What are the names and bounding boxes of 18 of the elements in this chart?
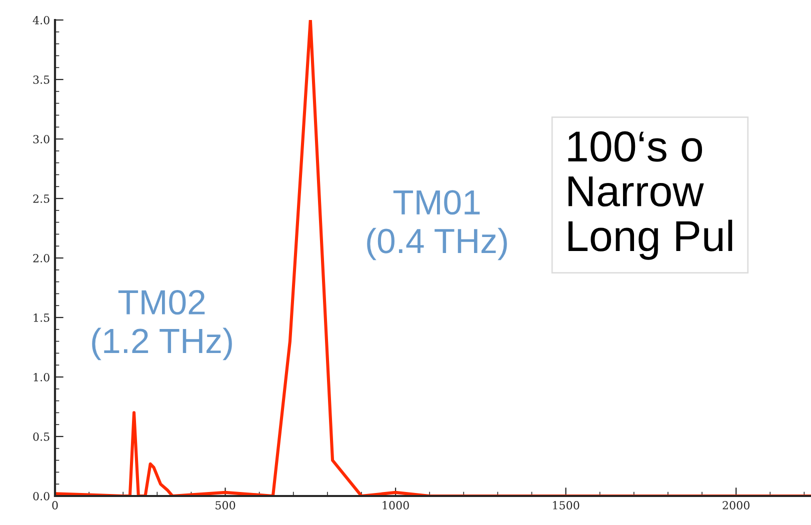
x-tick-label: 500	[216, 501, 236, 510]
x-tick-label: 0	[52, 501, 58, 510]
y-tick-label: 1.5	[34, 313, 50, 322]
y-tick-label: 0.5	[33, 432, 50, 441]
y-tick-label: 3.0	[33, 134, 50, 144]
y-tick-label: 3.5	[33, 75, 50, 84]
y-tick-label: 0.0	[33, 492, 50, 500]
y-tick-label: 4.0	[32, 16, 50, 24]
annotation: 100‘s o Narrow Long Pul	[568, 131, 732, 260]
y-tick-label: 2.0	[33, 254, 50, 262]
x-tick-label: 2000	[722, 501, 750, 510]
y-tick-label: 2.5	[33, 194, 50, 203]
line-series	[55, 20, 811, 496]
x-tick-label: 1500	[553, 501, 580, 510]
annotation: TM02 (1.2 THz)	[92, 290, 232, 360]
x-tick-label: 1000	[382, 501, 409, 510]
y-tick-label: 1.0	[34, 372, 50, 382]
annotation: TM01 (0.4 THz)	[367, 190, 507, 260]
